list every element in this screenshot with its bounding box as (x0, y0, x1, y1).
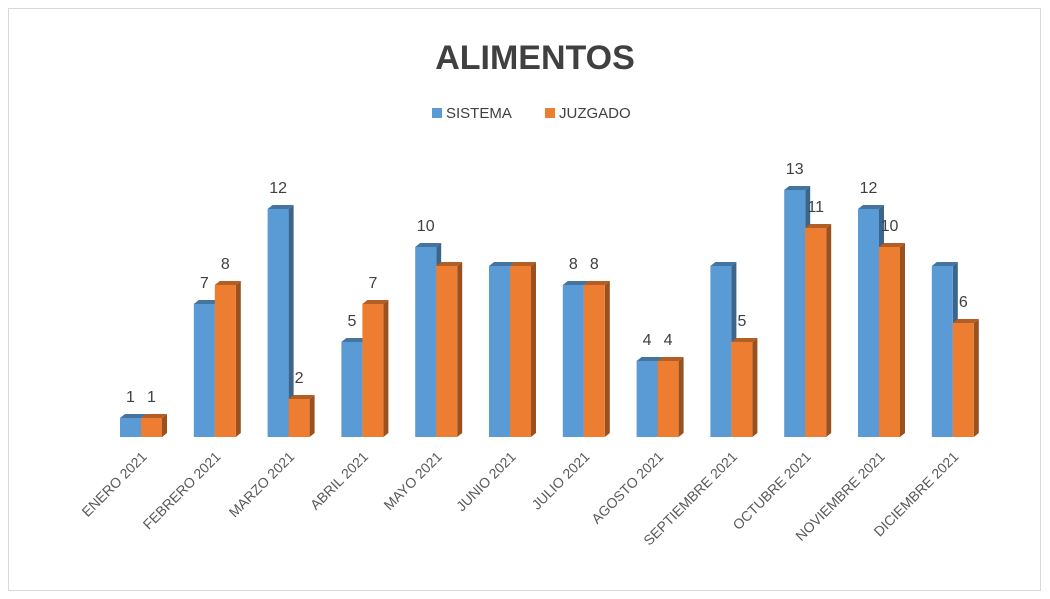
bar-top (562, 281, 589, 285)
bar (510, 266, 531, 437)
bar-top (657, 357, 684, 361)
bar (657, 361, 679, 437)
data-label: 10 (881, 218, 899, 235)
data-label: 2 (295, 370, 304, 387)
chart-title: ALIMENTOS (435, 39, 635, 77)
bar-side (604, 281, 610, 437)
data-label: 1 (147, 389, 156, 406)
bar (288, 399, 310, 437)
bar (341, 342, 363, 437)
bar-top (784, 186, 811, 190)
data-label: 7 (368, 275, 377, 292)
bar (805, 228, 827, 437)
data-label: 5 (737, 313, 746, 330)
data-label: 4 (664, 332, 673, 349)
legend-swatch (545, 108, 555, 118)
data-label: 4 (643, 332, 652, 349)
bar-top (489, 262, 515, 266)
data-label: 5 (347, 313, 356, 330)
bar-side (678, 357, 684, 437)
bar (267, 209, 289, 437)
bar-side (752, 338, 758, 437)
bar (952, 323, 974, 437)
bar-top (879, 243, 905, 247)
bar-top (141, 414, 167, 418)
bar (636, 361, 658, 437)
bar-top (362, 300, 389, 304)
bar (214, 285, 236, 437)
bar-side (383, 300, 389, 437)
data-label: 11 (807, 199, 824, 216)
bar-top (710, 262, 737, 266)
bar-top (214, 281, 241, 285)
bar (362, 304, 384, 437)
bar (415, 247, 437, 437)
bar (562, 285, 584, 437)
bar (879, 247, 900, 437)
bar (858, 209, 879, 437)
bar (120, 418, 141, 437)
bar-top (510, 262, 536, 266)
bar-top (805, 224, 832, 228)
bar-side (288, 205, 294, 437)
legend-label: JUZGADO (559, 105, 631, 122)
bar-top (341, 338, 368, 342)
bar-top (636, 357, 663, 361)
data-label: 12 (860, 180, 878, 197)
bar-top (952, 319, 979, 323)
bar-side (457, 262, 463, 437)
data-label: 10 (417, 218, 435, 235)
data-label: 13 (786, 161, 804, 178)
bar (583, 285, 605, 437)
bar-top (583, 281, 610, 285)
bar-top (858, 205, 884, 209)
bar (731, 342, 753, 437)
data-label: 6 (959, 294, 968, 311)
bar-top (120, 414, 146, 418)
bar-side (900, 243, 905, 437)
data-label: 8 (569, 256, 578, 273)
bar (710, 266, 732, 437)
bar-side (309, 395, 315, 437)
bar-top (415, 243, 442, 247)
bar-top (193, 300, 220, 304)
data-label: 8 (590, 256, 599, 273)
bar (489, 266, 510, 437)
legend-swatch (432, 108, 442, 118)
bar (141, 418, 162, 437)
data-label: 1 (126, 389, 135, 406)
data-label: 8 (221, 256, 230, 273)
bar-side (973, 319, 979, 437)
bar (436, 266, 458, 437)
bar-top (931, 262, 958, 266)
bar (784, 190, 806, 437)
data-label: 12 (269, 180, 287, 197)
legend-label: SISTEMA (446, 105, 512, 122)
bar (193, 304, 215, 437)
bar-side (162, 414, 167, 437)
bar-side (826, 224, 832, 437)
bar-top (267, 205, 294, 209)
bar-top (436, 262, 463, 266)
bar-side (531, 262, 536, 437)
bar (931, 266, 953, 437)
bar-side (235, 281, 241, 437)
bar-top (288, 395, 315, 399)
data-label: 7 (200, 275, 209, 292)
bar-top (731, 338, 758, 342)
